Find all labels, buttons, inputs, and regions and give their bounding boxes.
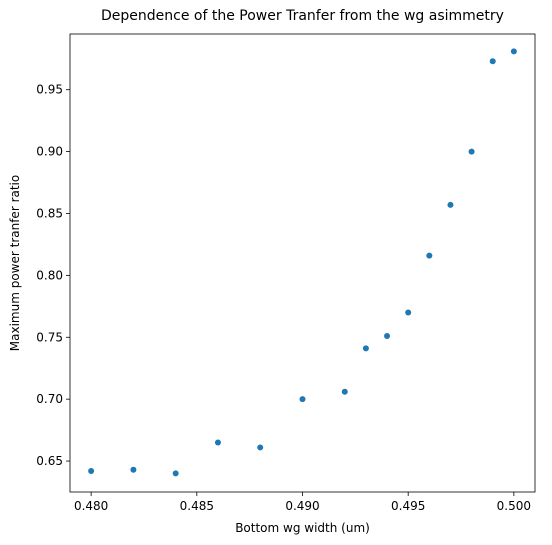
data-point [426, 252, 433, 259]
y-tick-label: 0.70 [36, 392, 63, 406]
data-point [257, 444, 264, 451]
chart-title: Dependence of the Power Tranfer from the… [101, 8, 504, 24]
data-point [510, 48, 517, 55]
data-point [299, 396, 306, 403]
plot-frame [69, 33, 536, 493]
x-axis-label: Bottom wg width (um) [235, 521, 370, 535]
data-point [447, 201, 454, 208]
y-axis-label: Maximum power tranfer ratio [8, 175, 22, 351]
y-tick-label: 0.90 [36, 145, 63, 159]
x-tick-label: 0.485 [180, 499, 214, 513]
y-tick-label: 0.75 [36, 330, 63, 344]
data-point [405, 309, 412, 316]
y-axis-ticks: 0.65 0.70 0.75 0.80 0.85 0.90 0.95 [36, 83, 70, 468]
y-tick-label: 0.95 [36, 83, 63, 97]
data-point [468, 148, 475, 155]
y-tick-label: 0.80 [36, 268, 63, 282]
data-points [88, 48, 517, 477]
x-tick-label: 0.495 [391, 499, 425, 513]
data-point [489, 58, 496, 65]
data-point [384, 333, 391, 340]
y-tick-label: 0.65 [36, 454, 63, 468]
data-point [130, 466, 137, 473]
x-axis-ticks: 0.480 0.485 0.490 0.495 0.500 [74, 492, 531, 513]
data-point [214, 439, 221, 446]
x-tick-label: 0.490 [285, 499, 319, 513]
data-point [172, 470, 179, 477]
x-tick-label: 0.500 [497, 499, 531, 513]
x-tick-label: 0.480 [74, 499, 108, 513]
data-point [88, 467, 95, 474]
data-point [341, 388, 348, 395]
y-tick-label: 0.85 [36, 206, 63, 220]
data-point [362, 345, 369, 352]
